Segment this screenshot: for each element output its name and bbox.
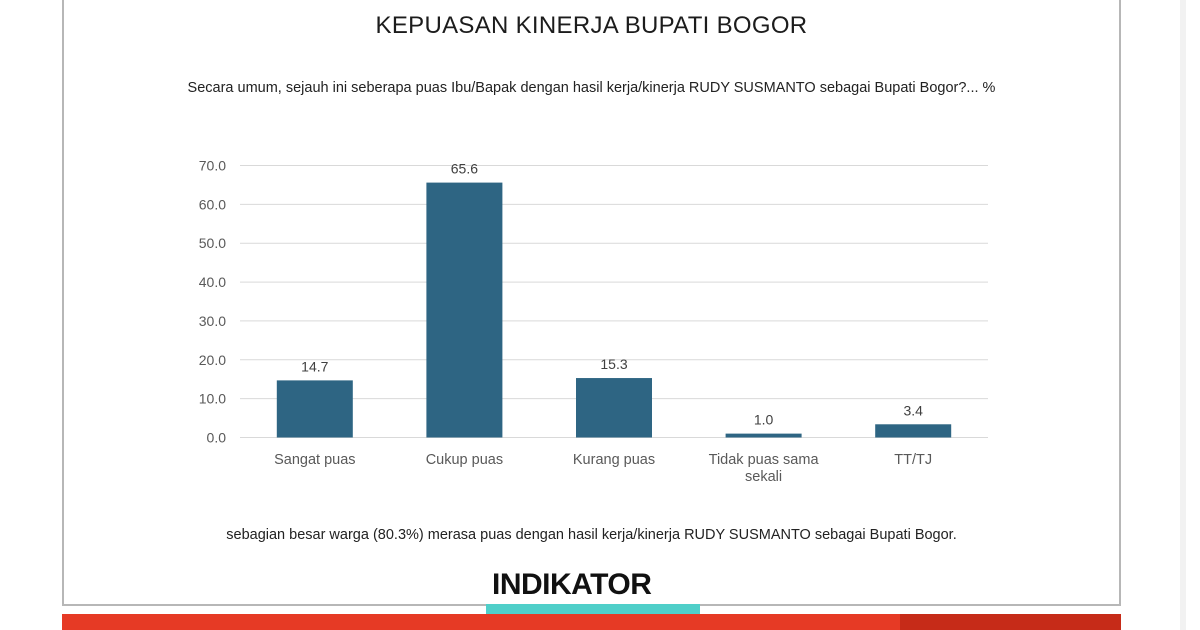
slide-frame [62,0,1121,606]
bar [426,182,503,438]
bar [875,424,952,438]
y-tick-label: 30.0 [199,313,226,329]
data-label: 65.6 [451,161,478,177]
x-tick-label: TT/TJ [894,452,932,468]
data-label: 15.3 [600,356,627,372]
y-tick-label: 60.0 [199,196,226,212]
y-tick-label: 10.0 [199,391,226,407]
footer-red-band-accent [900,614,1121,630]
bar [576,378,652,438]
bar [725,433,802,438]
y-tick-label: 0.0 [207,430,227,446]
y-tick-label: 70.0 [199,158,226,174]
x-tick-label: Cukup puas [426,452,503,468]
x-tick-label: Sangat puas [274,452,355,468]
survey-question: Secara umum, sejauh ini seberapa puas Ib… [187,80,996,96]
logo-text: INDIKATOR [492,568,652,601]
y-tick-label: 50.0 [199,235,226,251]
indikator-logo: INDIKATOR [486,564,700,620]
x-tick-label: Tidak puas sama sekali [709,452,820,485]
chart-title: KEPUASAN KINERJA BUPATI BOGOR [375,12,808,39]
y-tick-label: 20.0 [199,352,226,368]
y-tick-label: 40.0 [199,274,226,290]
data-label: 14.7 [301,358,328,374]
page-edge [1180,0,1186,630]
data-label: 1.0 [754,412,774,428]
conclusion-text: sebagian besar warga (80.3%) merasa puas… [226,527,957,543]
bar [276,380,353,438]
data-label: 3.4 [903,402,923,418]
footer-red-band [62,614,1121,630]
x-tick-label: Kurang puas [573,452,655,468]
